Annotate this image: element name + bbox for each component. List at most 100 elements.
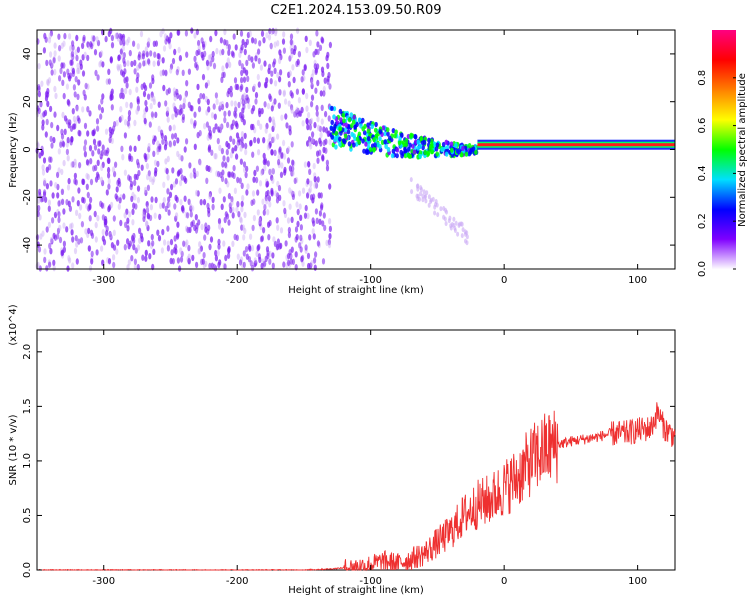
noise-blob: [308, 140, 312, 147]
noise-blob: [53, 111, 57, 118]
noise-blob: [41, 164, 45, 171]
noise-blob: [301, 187, 306, 194]
noise-blob: [295, 88, 299, 95]
noise-blob: [279, 171, 284, 178]
noise-blob: [131, 235, 135, 242]
noise-blob: [308, 118, 312, 126]
noise-blob: [290, 141, 294, 148]
noise-blob: [256, 73, 260, 81]
noise-blob: [189, 211, 193, 218]
noise-blob: [186, 212, 190, 219]
noise-blob: [185, 138, 189, 145]
noise-blob: [240, 131, 244, 138]
noise-blob: [316, 48, 320, 56]
noise-blob: [62, 62, 66, 69]
noise-blob: [310, 260, 314, 267]
noise-blob: [163, 144, 168, 151]
noise-blob: [271, 116, 275, 123]
noise-blob: [69, 45, 73, 52]
noise-blob: [58, 45, 62, 52]
noise-blob: [306, 123, 310, 131]
noise-blob: [151, 240, 155, 247]
noise-blob: [57, 33, 61, 40]
noise-blob: [307, 111, 311, 119]
noise-blob: [251, 37, 255, 44]
noise-blob: [101, 214, 105, 221]
noise-blob: [114, 32, 118, 40]
noise-blob: [248, 30, 252, 37]
noise-blob: [233, 77, 238, 84]
noise-blob: [325, 54, 329, 62]
noise-blob: [225, 148, 229, 156]
noise-blob: [40, 80, 44, 87]
signal-blob: [403, 147, 408, 154]
noise-blob: [176, 231, 180, 238]
noise-blob: [128, 211, 132, 218]
signal-blob: [366, 122, 370, 128]
noise-blob: [244, 142, 248, 150]
noise-blob: [227, 252, 231, 259]
noise-blob: [239, 145, 243, 152]
noise-blob: [263, 60, 267, 67]
noise-blob: [91, 150, 95, 157]
signal-blob: [349, 112, 354, 118]
noise-blob: [258, 110, 262, 118]
noise-blob: [92, 165, 96, 172]
noise-blob: [145, 220, 149, 227]
noise-blob: [136, 105, 140, 112]
noise-blob: [75, 104, 79, 112]
noise-blob: [253, 83, 257, 91]
noise-blob: [251, 190, 256, 197]
noise-blob: [312, 193, 316, 200]
noise-blob: [180, 250, 184, 258]
noise-blob: [189, 203, 193, 210]
noise-blob: [218, 144, 222, 151]
noise-blob: [270, 105, 274, 112]
noise-blob: [268, 116, 272, 123]
noise-blob: [159, 202, 163, 210]
noise-blob: [197, 248, 201, 255]
noise-blob: [85, 172, 89, 180]
noise-blob: [198, 241, 202, 248]
noise-blob: [321, 220, 325, 227]
noise-blob: [70, 50, 75, 57]
noise-blob: [242, 234, 246, 241]
noise-blob: [113, 170, 117, 178]
noise-blob: [74, 179, 78, 186]
noise-blob: [133, 258, 137, 265]
noise-blob: [257, 48, 261, 55]
noise-blob: [314, 208, 318, 215]
noise-blob: [311, 228, 315, 235]
noise-blob: [71, 196, 75, 203]
noise-blob: [214, 29, 218, 37]
noise-blob: [320, 118, 324, 125]
noise-blob: [212, 127, 216, 134]
tail-blob: [449, 225, 453, 231]
noise-blob: [53, 85, 57, 93]
noise-blob: [293, 111, 297, 118]
noise-blob: [164, 100, 168, 107]
noise-blob: [107, 30, 111, 37]
tail-blob: [415, 193, 419, 199]
signal-blob: [362, 148, 366, 154]
noise-blob: [122, 193, 126, 200]
noise-blob: [145, 205, 149, 212]
noise-blob: [121, 71, 126, 78]
noise-blob: [57, 216, 61, 224]
noise-blob: [163, 135, 168, 142]
signal-blob: [343, 133, 348, 139]
noise-blob: [227, 246, 231, 253]
x-tick-label: -200: [226, 576, 249, 587]
noise-blob: [181, 204, 185, 212]
noise-blob: [217, 243, 221, 250]
colorbar-label: Normalized spectral amplitude: [737, 73, 748, 227]
signal-blob: [343, 127, 348, 133]
noise-blob: [244, 246, 249, 253]
signal-blob: [357, 117, 362, 123]
noise-blob: [103, 149, 107, 156]
x-tick-label: 100: [628, 576, 647, 587]
noise-blob: [45, 59, 49, 67]
noise-blob: [148, 82, 153, 89]
noise-blob: [227, 192, 231, 200]
noise-blob: [123, 244, 127, 251]
